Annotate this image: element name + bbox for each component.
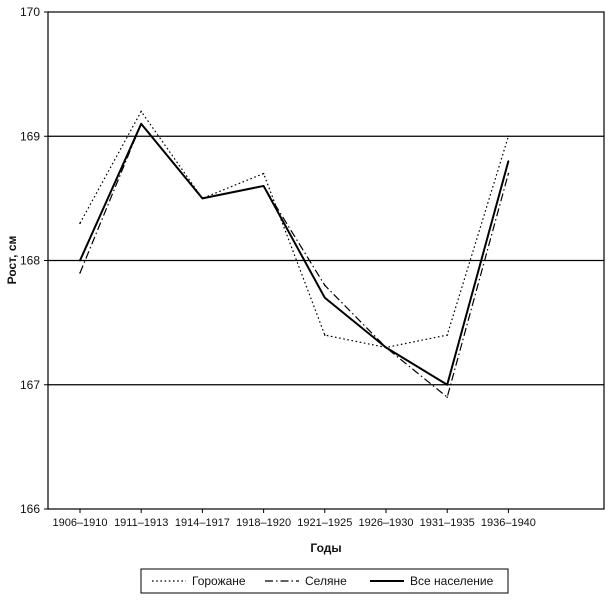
data-point — [79, 259, 81, 262]
x-tick-labels: 1906–1910 1911–1913 1914–1917 1918–1920 1921… — [52, 509, 536, 529]
data-point — [79, 272, 81, 274]
y-axis-title: Рост, см — [5, 236, 19, 285]
legend-label: Селяне — [305, 574, 347, 588]
data-point — [262, 185, 265, 187]
y-tick-label: 170 — [20, 5, 40, 19]
y-tick-label: 168 — [20, 254, 40, 268]
data-point — [446, 334, 449, 336]
y-tick-label: 167 — [20, 378, 40, 392]
x-axis-title: Годы — [310, 541, 341, 555]
legend-box — [140, 568, 509, 594]
x-tick-label: 1906–1910 — [52, 517, 107, 529]
data-point — [507, 135, 510, 138]
x-tick-label: 1911–1913 — [114, 517, 168, 529]
y-tick-labels: 166 167 168 169 170 — [20, 5, 48, 516]
x-tick-label: 1926–1930 — [358, 517, 413, 529]
x-tick-label: 1936–1940 — [481, 517, 536, 529]
x-tick-label: 1914–1917 — [175, 517, 230, 529]
series-lines — [79, 110, 510, 398]
data-point — [446, 396, 449, 398]
data-point — [140, 123, 142, 125]
data-point — [201, 197, 204, 200]
y-tick-label: 169 — [20, 129, 40, 143]
x-tick-label: 1921–1925 — [297, 517, 352, 529]
data-point — [140, 110, 142, 113]
legend: Горожане Селяне Все население — [140, 568, 509, 594]
y-tick-label: 166 — [20, 502, 40, 516]
series-line-2 — [79, 122, 510, 386]
data-point — [79, 222, 81, 225]
gridlines — [48, 135, 604, 386]
x-tick-label: 1918–1920 — [236, 517, 291, 529]
data-point — [324, 284, 326, 287]
data-point — [385, 346, 387, 349]
data-point — [324, 334, 326, 336]
data-point — [507, 160, 510, 162]
data-point — [507, 172, 510, 175]
legend-label: Все население — [410, 574, 494, 588]
data-point — [446, 383, 449, 386]
data-point — [324, 296, 326, 299]
legend-label: Горожане — [192, 574, 246, 588]
data-point — [262, 172, 265, 175]
x-tick-label: 1931–1935 — [420, 517, 475, 529]
